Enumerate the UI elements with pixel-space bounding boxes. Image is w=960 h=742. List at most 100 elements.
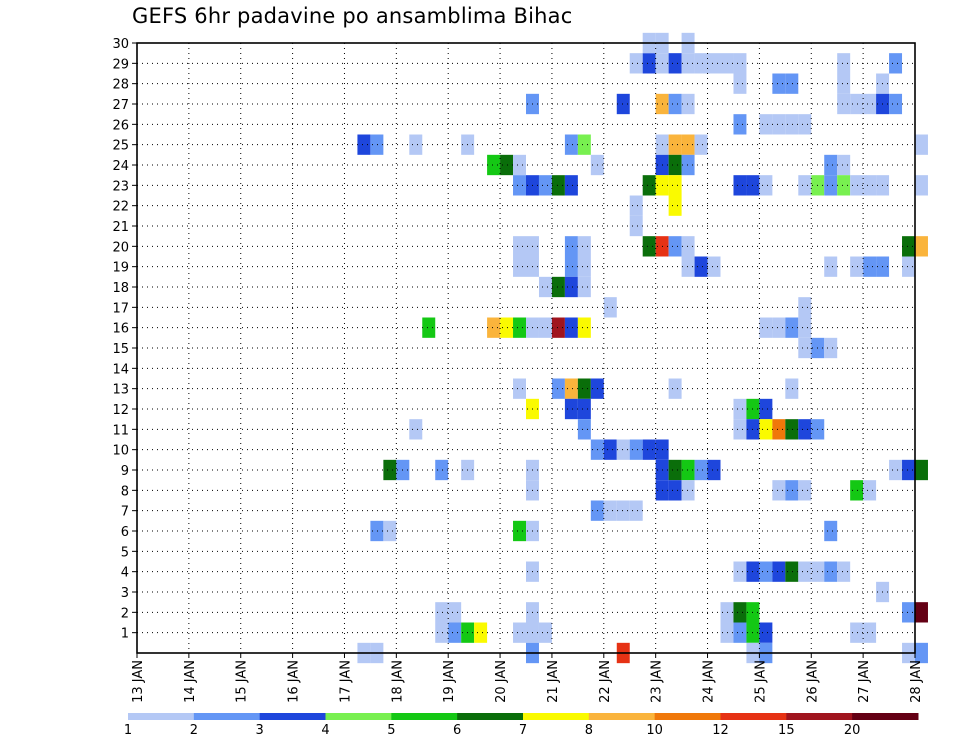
legend-label: 5 [387,723,395,738]
heatmap-cell [616,500,630,521]
y-tick-label: 15 [112,342,129,357]
heatmap-cell [824,520,838,542]
heatmap-cell [603,297,617,318]
heatmap-cell [383,459,397,481]
heatmap-cell [448,622,462,643]
heatmap-cell [889,93,903,115]
heatmap-cell [733,114,747,135]
heatmap-cell [564,134,578,155]
heatmap-cell [538,317,552,338]
heatmap-cell [513,256,526,277]
heatmap-cell [474,622,488,643]
heatmap-cell [357,134,371,155]
heatmap-cell [577,256,591,277]
legend-label: 8 [585,723,593,738]
heatmap-cell [798,175,812,196]
heatmap-cell [837,73,851,94]
heatmap-cell [798,317,812,338]
heatmap-cell [668,480,682,501]
heatmap-cell [668,175,682,196]
heatmap-cell [564,276,578,298]
heatmap-cell [500,154,514,176]
legend-swatch [720,713,787,720]
heatmap-cell [798,297,812,318]
x-tick-label: 25 JAN [753,660,768,703]
heatmap-cell [564,236,578,257]
heatmap-cell [785,114,799,135]
legend-swatch [654,713,721,720]
heatmap-cell [694,53,708,74]
heatmap-cell [616,439,630,460]
heatmap-cell [564,398,578,420]
y-tick-label: 2 [121,606,129,621]
y-tick-label: 5 [121,545,129,560]
heatmap-cell [798,480,812,501]
heatmap-cell [785,419,799,440]
heatmap-cell [837,53,851,74]
heatmap-cell [551,317,565,338]
heatmap-cell [720,602,734,623]
heatmap-cells [357,32,928,664]
heatmap-cell [409,419,423,440]
heatmap-cell [707,256,721,277]
heatmap-cell [668,195,682,216]
heatmap-cell [564,175,578,196]
y-tick-label: 3 [121,586,129,601]
heatmap-cell [448,602,462,623]
y-tick-label: 14 [112,362,129,377]
heatmap-cell [513,378,526,399]
heatmap-cell [383,520,397,542]
heatmap-cell [603,500,617,521]
x-tick-label: 28 JAN [909,660,924,703]
heatmap-cell [902,602,915,623]
x-tick-label: 14 JAN [183,660,198,703]
heatmap-cell [850,256,864,277]
heatmap-cell [798,419,812,440]
legend-label: 20 [844,723,861,738]
heatmap-cell [577,419,591,440]
y-tick-label: 23 [112,179,129,194]
heatmap-cell [577,398,591,420]
heatmap-cell [915,175,928,196]
heatmap-cell [824,561,838,582]
heatmap-cell [772,317,786,338]
heatmap-cell [629,439,643,460]
heatmap-cell [837,93,851,115]
y-tick-label: 22 [112,200,129,215]
heatmap-cell [694,459,708,481]
x-tick-label: 18 JAN [390,660,405,703]
heatmap-cell [863,480,877,501]
y-tick-label: 19 [112,261,129,276]
y-tick-label: 18 [112,281,129,296]
heatmap-cell [863,622,877,643]
color-legend: 1 2 3 4 5 6 7 8 10 12 15 20 [124,713,919,738]
heatmap-cell [668,134,682,155]
heatmap-cell [798,337,812,359]
heatmap-cell [902,236,915,257]
heatmap-cell [564,317,578,338]
y-tick-label: 24 [112,159,129,174]
legend-swatch [786,713,853,720]
heatmap-cell [577,378,591,399]
x-tick-label: 22 JAN [598,660,613,703]
heatmap-cell [772,73,786,94]
heatmap-cell [681,53,695,74]
heatmap-cell [629,500,643,521]
heatmap-cell [915,459,928,481]
heatmap-cell [759,561,773,582]
heatmap-cell [863,175,877,196]
legend-swatch [193,713,261,720]
y-tick-label: 30 [112,37,129,52]
heatmap-cell [850,93,864,115]
heatmap-cell [707,459,721,481]
heatmap-cell [707,53,721,74]
heatmap-cell [513,317,526,338]
heatmap-cell [370,134,384,155]
heatmap-cell [668,378,682,399]
heatmap-cell [629,215,643,237]
heatmap-cell [785,378,799,399]
heatmap-cell [370,520,384,542]
heatmap-cell [915,134,928,155]
heatmap-cell [513,622,526,643]
heatmap-cell [850,622,864,643]
